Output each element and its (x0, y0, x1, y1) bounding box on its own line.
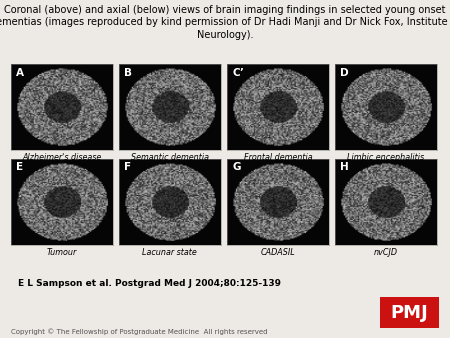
Text: CADASIL: CADASIL (261, 248, 295, 257)
Text: G: G (232, 162, 241, 172)
Text: Limbic encephalitis: Limbic encephalitis (347, 153, 424, 162)
Text: A: A (16, 68, 24, 78)
Text: B: B (124, 68, 132, 78)
Text: E: E (16, 162, 23, 172)
Text: H: H (340, 162, 349, 172)
Text: Alzheimer's disease: Alzheimer's disease (22, 153, 102, 162)
Text: Coronal (above) and axial (below) views of brain imaging findings in selected yo: Coronal (above) and axial (below) views … (0, 5, 450, 40)
Text: Semantic dementia: Semantic dementia (131, 153, 209, 162)
Text: F: F (124, 162, 131, 172)
Text: PMJ: PMJ (391, 304, 428, 322)
Text: C’: C’ (232, 68, 244, 78)
Text: Lacunar state: Lacunar state (143, 248, 197, 257)
Text: Copyright © The Fellowship of Postgraduate Medicine  All rights reserved: Copyright © The Fellowship of Postgradua… (11, 328, 268, 335)
Text: Frontal dementia: Frontal dementia (243, 153, 312, 162)
Text: D: D (340, 68, 349, 78)
Text: Tumour: Tumour (47, 248, 77, 257)
Text: E L Sampson et al. Postgrad Med J 2004;80:125-139: E L Sampson et al. Postgrad Med J 2004;8… (18, 279, 281, 288)
Text: nvCJD: nvCJD (374, 248, 398, 257)
